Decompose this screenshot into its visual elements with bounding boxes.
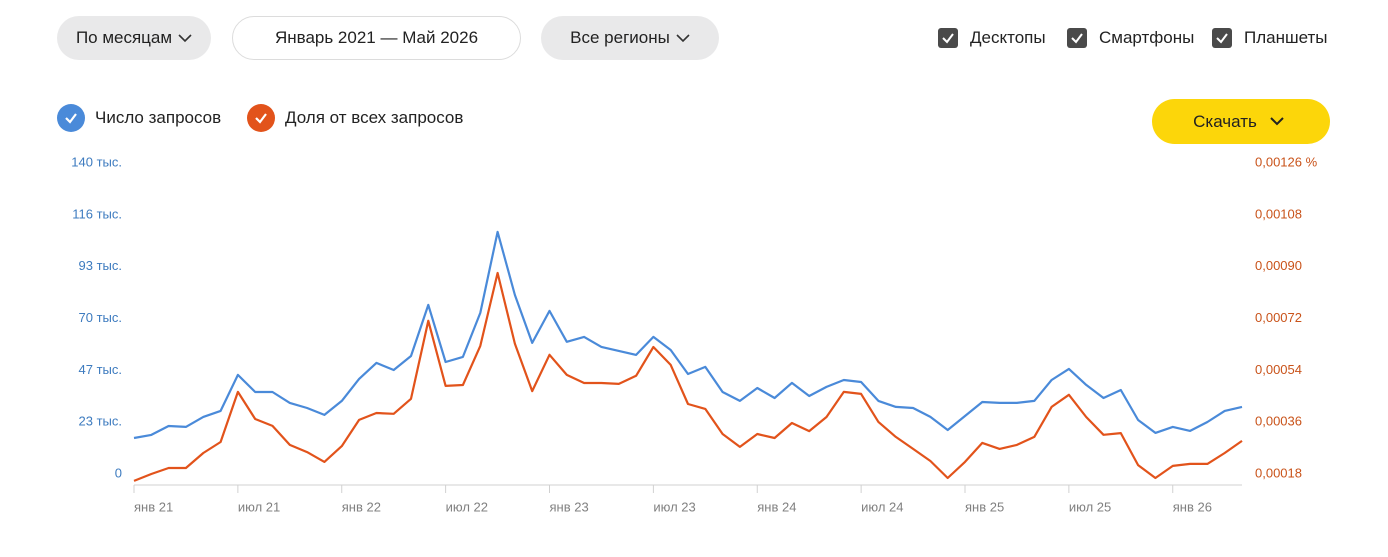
- y-tick-label: 0: [115, 465, 122, 480]
- device-checkbox[interactable]: Смартфоны: [1067, 28, 1194, 48]
- chevron: [178, 33, 192, 42]
- checkbox: [938, 28, 958, 48]
- y-tick-label: 0,00054: [1255, 362, 1302, 377]
- series-line: [133, 271, 1243, 482]
- x-tick-label: янв 25: [965, 499, 1004, 514]
- device-checkbox[interactable]: Планшеты: [1212, 28, 1328, 48]
- x-tick-label: янв 21: [134, 499, 173, 514]
- x-tick-label: янв 23: [550, 499, 589, 514]
- device-label: Десктопы: [970, 28, 1046, 47]
- y-tick-label: 0,00108: [1255, 206, 1302, 221]
- y-tick-label: 0,00126 %: [1255, 154, 1318, 169]
- legend-item[interactable]: Доля от всех запросов: [247, 104, 463, 132]
- series-line: [133, 230, 1243, 440]
- y-tick-label: 0,00036: [1255, 414, 1302, 429]
- legend-marker: [57, 104, 85, 132]
- date-range[interactable]: Январь 2021 — Май 2026: [232, 16, 521, 60]
- x-tick-label: июл 25: [1069, 499, 1111, 514]
- legend-label: Число запросов: [95, 108, 222, 127]
- y-tick-label: 140 тыс.: [71, 154, 122, 169]
- checkbox: [1212, 28, 1232, 48]
- legend-label: Доля от всех запросов: [285, 108, 464, 127]
- y-tick-label: 47 тыс.: [79, 362, 122, 377]
- x-tick-label: июл 22: [446, 499, 488, 514]
- y-tick-label: 70 тыс.: [79, 310, 122, 325]
- device-label: Смартфоны: [1099, 28, 1195, 47]
- download-label: Скачать: [1193, 111, 1257, 131]
- y-tick-label: 116 тыс.: [72, 206, 122, 221]
- y-tick-label: 0,00090: [1255, 258, 1302, 273]
- region-label: Все регионы: [570, 28, 670, 47]
- x-tick-label: янв 22: [342, 499, 381, 514]
- x-tick-label: июл 24: [861, 499, 903, 514]
- x-tick-label: июл 21: [238, 499, 280, 514]
- y-tick-label: 93 тыс.: [79, 258, 122, 273]
- x-tick-label: янв 24: [757, 499, 796, 514]
- download-button[interactable]: Скачать: [1152, 99, 1330, 144]
- chevron: [1270, 116, 1284, 125]
- x-tick-label: июл 23: [653, 499, 695, 514]
- device-checkbox[interactable]: Десктопы: [938, 28, 1046, 48]
- device-label: Планшеты: [1244, 28, 1328, 47]
- region-select[interactable]: Все регионы: [541, 16, 719, 60]
- chevron: [676, 33, 690, 42]
- y-tick-label: 23 тыс.: [79, 414, 122, 429]
- date-range-label: Январь 2021 — Май 2026: [274, 28, 479, 47]
- y-tick-label: 0,00072: [1255, 310, 1302, 325]
- period-select[interactable]: По месяцам: [57, 16, 211, 60]
- legend-item[interactable]: Число запросов: [57, 104, 221, 132]
- checkbox: [1067, 28, 1087, 48]
- y-tick-label: 0,00018: [1255, 465, 1302, 480]
- legend-marker: [247, 104, 275, 132]
- x-tick-label: янв 26: [1173, 499, 1212, 514]
- period-label: По месяцам: [75, 28, 173, 47]
